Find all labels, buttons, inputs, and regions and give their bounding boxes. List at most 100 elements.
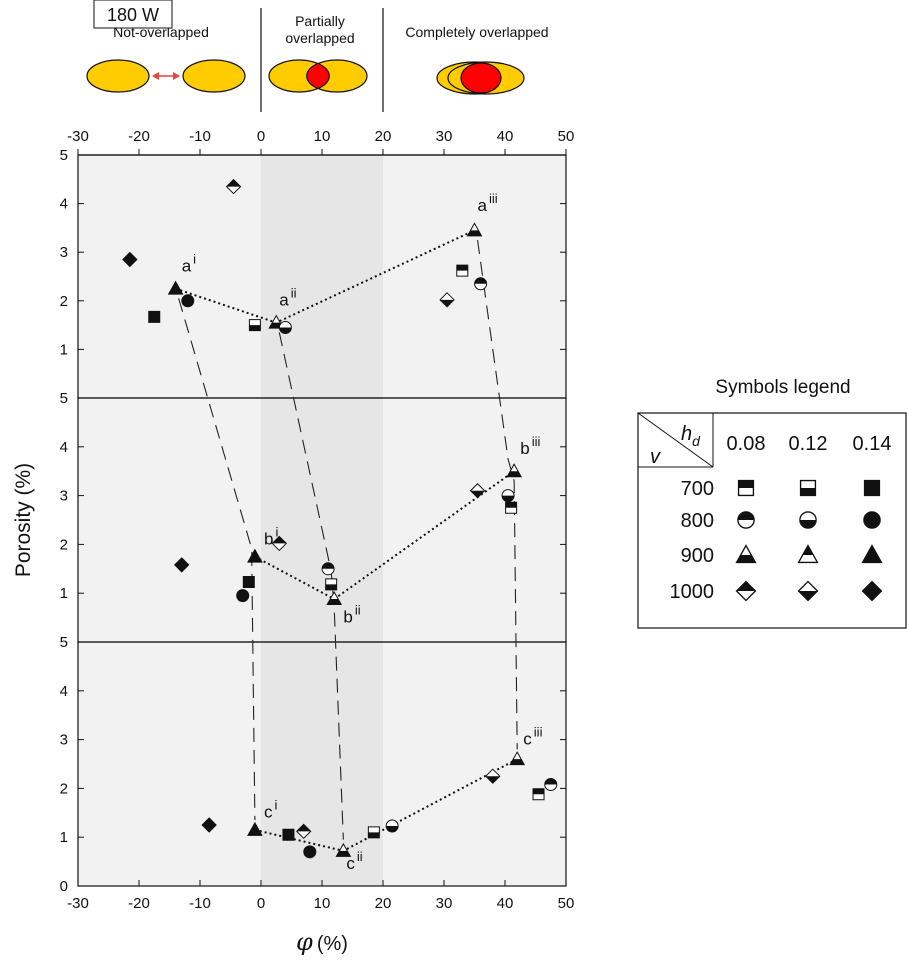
panel-connector [278, 332, 344, 840]
legend-symbol [737, 511, 755, 529]
droplet-ellipse [86, 59, 150, 93]
overlap-region [306, 62, 330, 90]
arrow-head-left [152, 72, 159, 80]
legend-title: Symbols legend [715, 377, 850, 398]
data-point [326, 591, 343, 606]
y-tick-label: 1 [60, 341, 68, 358]
top-x-tick-label: 20 [375, 128, 392, 145]
bottom-x-tick-label: 50 [558, 895, 575, 912]
legend-symbol [863, 479, 881, 497]
data-point [282, 828, 295, 841]
top-x-tick-label: 50 [558, 128, 575, 145]
data-point [167, 280, 184, 295]
data-point [173, 557, 190, 573]
region-label-2: Completely overlapped [405, 24, 548, 40]
data-point [367, 826, 380, 839]
panel-power-box [93, 0, 173, 29]
shaded-partial-region [261, 155, 383, 398]
legend-symbol [797, 544, 819, 564]
data-point [247, 548, 263, 563]
shaded-partial-region [261, 642, 383, 886]
legend-symbol [735, 580, 757, 602]
point-annotation: c ii [346, 849, 362, 873]
legend-symbol [797, 580, 819, 602]
top-x-tick-label: 10 [314, 128, 331, 145]
y-tick-label: 3 [60, 488, 68, 505]
plot-area: -30 -20 -10 0 10 20 30 40 50-30 -20 -10 0 10 20 30 40 50… [12, 0, 574, 956]
legend-column-header: 0.14 [853, 433, 892, 455]
top-x-tick-label: -10 [189, 128, 211, 145]
y-axis-title: Porosity (%) [12, 463, 35, 577]
y-tick-label: 1 [60, 829, 68, 846]
point-annotation: b iii [520, 434, 540, 458]
data-point [236, 589, 250, 603]
y-tick-label: 2 [60, 293, 68, 310]
y-tick-label: 2 [60, 780, 68, 797]
data-point [303, 845, 317, 859]
legend-row-label: 900 [681, 545, 714, 567]
data-point [456, 264, 469, 277]
bottom-x-tick-label: -10 [189, 895, 211, 912]
data-point [469, 483, 486, 499]
data-point [278, 321, 292, 335]
top-x-tick-label: -20 [128, 128, 150, 145]
bottom-x-tick-label: -20 [128, 895, 150, 912]
legend-symbol [735, 544, 757, 564]
legend-corner-bottom-label: v [650, 446, 661, 468]
data-point [271, 535, 288, 552]
data-point [201, 817, 217, 833]
top-x-tick-label: 30 [436, 128, 453, 145]
legend-frame [637, 412, 907, 629]
top-x-tick-label: 40 [497, 128, 514, 145]
legend-corner-top-label: hd [681, 423, 701, 449]
data-point [485, 768, 501, 784]
data-point [242, 575, 255, 588]
y-tick-label: 5 [60, 390, 68, 407]
point-annotation: a iii [478, 191, 498, 215]
legend-symbol [737, 479, 755, 497]
x-axis-title: φ (%) [296, 928, 348, 956]
bottom-x-tick-label: 0 [257, 895, 265, 912]
bottom-x-tick-label: 10 [314, 895, 331, 912]
legend-row-label: 800 [681, 510, 714, 532]
data-point [181, 294, 195, 308]
data-point [506, 463, 523, 478]
data-point [321, 562, 335, 576]
data-point [122, 251, 138, 268]
data-point [466, 222, 483, 237]
data-point [439, 292, 455, 308]
y-tick-label: 3 [60, 244, 68, 261]
y-tick-label: 5 [60, 634, 68, 651]
legend-symbol [861, 544, 883, 564]
data-point [385, 819, 399, 833]
bottom-x-tick-label: 20 [375, 895, 392, 912]
legend-symbol [863, 511, 881, 529]
data-point [325, 578, 338, 591]
data-point [148, 310, 161, 323]
point-annotation: a ii [279, 286, 296, 310]
y-tick-label: 3 [60, 732, 68, 749]
symbols-legend: Symbols legend hdv 0.08 0.12 0.14 700 800 900 10… [637, 377, 907, 629]
y-tick-label: 2 [60, 536, 68, 553]
top-x-tick-label: 0 [257, 128, 265, 145]
legend-symbol [799, 511, 817, 529]
data-point [225, 178, 242, 195]
overlap-region [460, 62, 502, 94]
point-annotation: c iii [523, 724, 542, 748]
data-point [474, 277, 488, 291]
legend-row-label: 1000 [670, 581, 715, 603]
legend-column-header: 0.08 [727, 433, 766, 455]
legend-column-header: 0.12 [789, 433, 828, 455]
data-point [509, 751, 526, 766]
arrow-head-right [173, 72, 180, 80]
droplet-ellipse [182, 59, 246, 93]
panel-power-label: 180 W [107, 5, 159, 25]
y-tick-label: 4 [60, 683, 68, 700]
legend-corner-diagonal [637, 412, 714, 468]
data-point [505, 501, 518, 514]
